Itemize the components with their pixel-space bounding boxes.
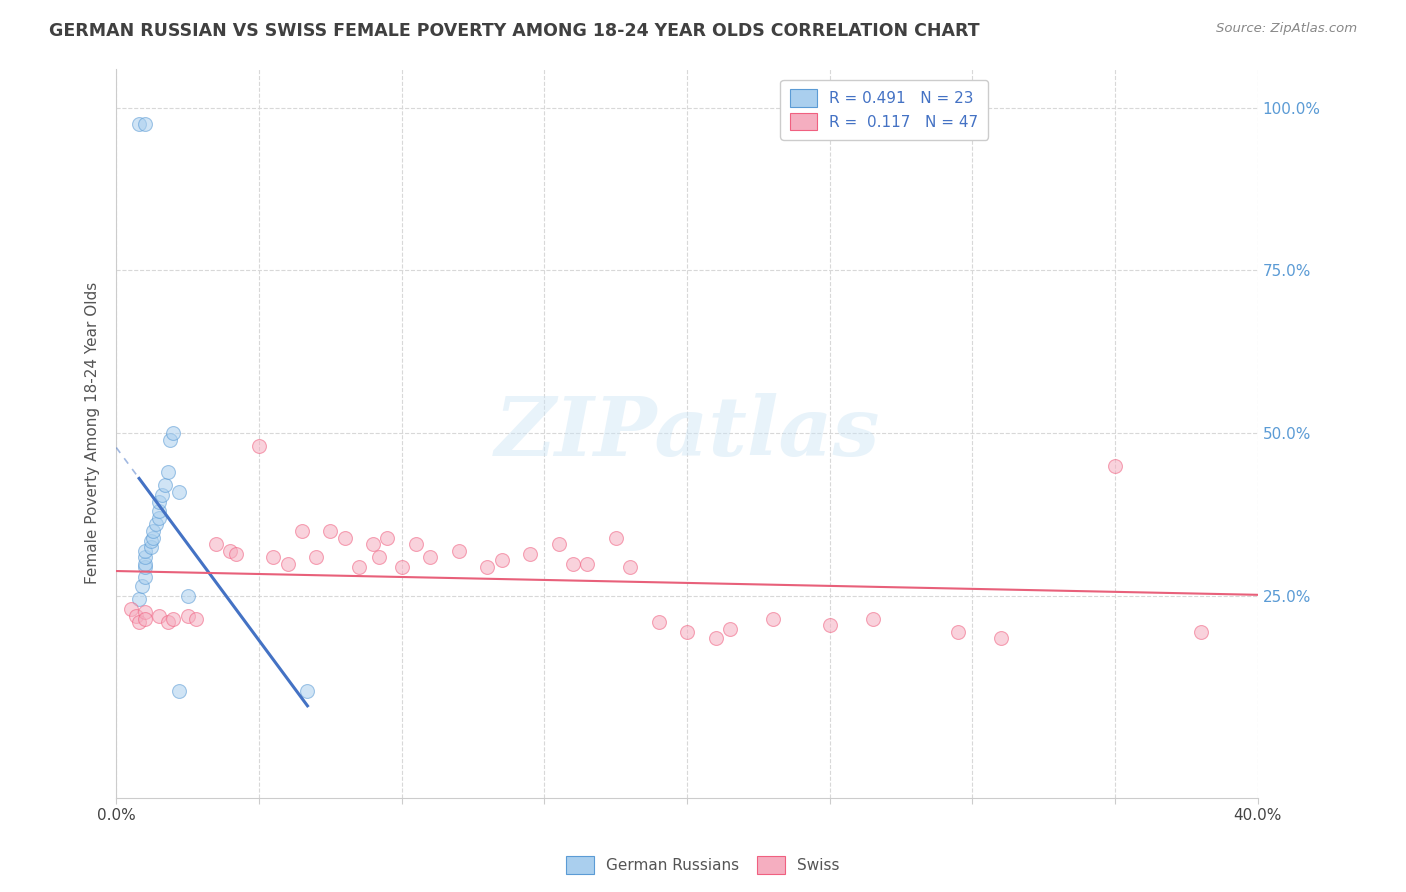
Point: [391, 559, 413, 574]
Point: [156, 615, 179, 630]
Point: [148, 511, 170, 525]
Point: [704, 632, 727, 646]
Point: [262, 549, 284, 564]
Point: [139, 533, 162, 548]
Point: [367, 549, 389, 564]
Point: [131, 579, 153, 593]
Point: [186, 612, 208, 626]
Point: [319, 524, 342, 538]
Point: [547, 537, 569, 551]
Point: [419, 549, 441, 564]
Point: [647, 615, 669, 630]
Point: [519, 547, 541, 561]
Point: [134, 559, 156, 574]
Point: [176, 608, 198, 623]
Point: [156, 466, 179, 480]
Point: [1189, 624, 1212, 639]
Point: [477, 559, 499, 574]
Point: [347, 559, 370, 574]
Point: [134, 612, 156, 626]
Point: [405, 537, 427, 551]
Point: [134, 557, 156, 571]
Point: [205, 537, 228, 551]
Point: [247, 439, 270, 453]
Point: [447, 543, 470, 558]
Point: [148, 504, 170, 518]
Point: [148, 608, 170, 623]
Point: [176, 589, 198, 603]
Point: [946, 624, 969, 639]
Legend: R = 0.491   N = 23, R =  0.117   N = 47: R = 0.491 N = 23, R = 0.117 N = 47: [780, 79, 987, 139]
Point: [619, 559, 641, 574]
Point: [142, 531, 165, 545]
Point: [291, 524, 314, 538]
Point: [990, 632, 1012, 646]
Point: [159, 433, 181, 447]
Point: [167, 683, 190, 698]
Point: [139, 541, 162, 555]
Point: [225, 547, 247, 561]
Point: [125, 608, 148, 623]
Point: [305, 549, 328, 564]
Point: [676, 624, 699, 639]
Legend: German Russians, Swiss: German Russians, Swiss: [560, 850, 846, 880]
Point: [561, 557, 583, 571]
Text: ZIPatlas: ZIPatlas: [495, 393, 880, 474]
Point: [142, 524, 165, 538]
Point: [1104, 458, 1126, 473]
Point: [134, 117, 156, 131]
Point: [145, 517, 167, 532]
Point: [762, 612, 785, 626]
Point: [491, 553, 513, 567]
Point: [219, 543, 242, 558]
Point: [361, 537, 384, 551]
Point: [333, 531, 356, 545]
Point: [162, 612, 184, 626]
Point: [134, 606, 156, 620]
Point: [818, 618, 841, 632]
Point: [120, 602, 142, 616]
Point: [276, 557, 298, 571]
Point: [862, 612, 884, 626]
Point: [167, 484, 190, 499]
Point: [162, 426, 184, 441]
Point: [128, 615, 150, 630]
Point: [148, 494, 170, 508]
Point: [134, 543, 156, 558]
Point: [134, 549, 156, 564]
Point: [128, 592, 150, 607]
Y-axis label: Female Poverty Among 18-24 Year Olds: Female Poverty Among 18-24 Year Olds: [86, 282, 100, 584]
Point: [150, 488, 173, 502]
Point: [134, 569, 156, 583]
Point: [128, 117, 150, 131]
Point: [297, 683, 319, 698]
Point: [153, 478, 176, 492]
Point: [605, 531, 627, 545]
Text: Source: ZipAtlas.com: Source: ZipAtlas.com: [1216, 22, 1357, 36]
Point: [576, 557, 599, 571]
Point: [377, 531, 399, 545]
Text: GERMAN RUSSIAN VS SWISS FEMALE POVERTY AMONG 18-24 YEAR OLDS CORRELATION CHART: GERMAN RUSSIAN VS SWISS FEMALE POVERTY A…: [49, 22, 980, 40]
Point: [718, 622, 741, 636]
